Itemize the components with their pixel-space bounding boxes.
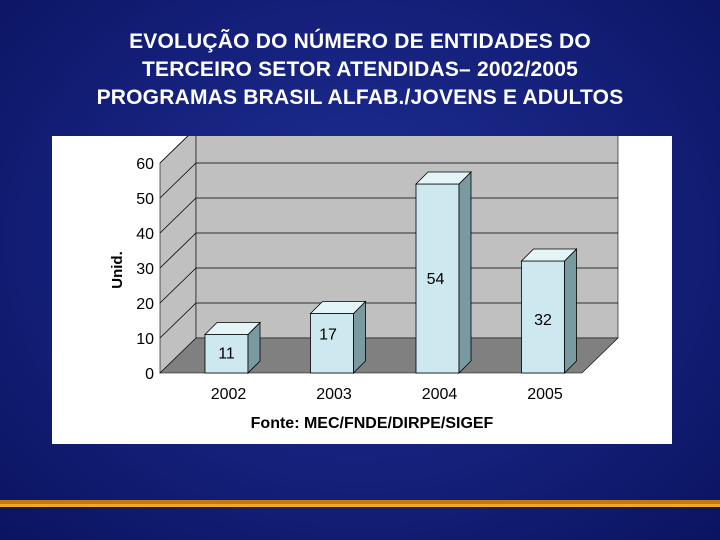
y-tick-label: 40	[136, 226, 154, 243]
y-tick-label: 10	[136, 331, 154, 348]
y-tick-label: 60	[136, 156, 154, 173]
bar	[204, 334, 249, 374]
bar-side	[458, 171, 472, 374]
bar-top	[204, 322, 261, 335]
bar-side	[564, 248, 577, 374]
y-tick-label: 0	[145, 366, 154, 383]
bar-top	[520, 248, 578, 262]
title-line-1: EVOLUÇÃO DO NÚMERO DE ENTIDADES DO	[129, 30, 591, 53]
y-tick-label: 20	[136, 296, 154, 313]
side-wall	[159, 136, 197, 374]
y-axis-label: Unid.	[109, 251, 126, 289]
gridline	[159, 267, 618, 304]
gridline	[159, 136, 189, 164]
x-tick-label: 2003	[316, 386, 352, 403]
source-note: Fonte: MEC/FNDE/DIRPE/SIGEF	[251, 415, 494, 432]
bar-top	[415, 171, 472, 185]
bar-top	[309, 301, 367, 314]
bottom-rule	[0, 504, 720, 507]
y-tick-labels: 0 10 20 30 40 50 60	[136, 156, 154, 383]
bar	[310, 313, 354, 374]
x-tick-labels: 2002 2003 2004 2005	[211, 386, 563, 403]
bottom-rule-shadow	[0, 500, 720, 504]
x-tick-label: 2002	[211, 386, 247, 403]
slide-title: EVOLUÇÃO DO NÚMERO DE ENTIDADES DO TERCE…	[30, 28, 690, 112]
data-label: 32	[534, 312, 552, 329]
data-label: 17	[319, 327, 337, 344]
title-line-2: TERCEIRO SETOR ATENDIDAS– 2002/2005	[141, 58, 579, 81]
title-line-3: PROGRAMAS BRASIL ALFAB./JOVENS E ADULTOS	[96, 86, 624, 109]
data-label: 11	[218, 346, 235, 363]
gridline	[159, 162, 618, 199]
chart-gridlines	[159, 136, 618, 339]
chart-panel: 0 10 20 30 40 50 60 2002 2003 2004 2005 11 17 54 32 …	[52, 136, 672, 444]
bar	[415, 183, 460, 374]
data-labels: 11 17 54 32	[218, 271, 552, 363]
gridline	[159, 302, 618, 339]
chart-bars	[204, 171, 578, 374]
y-tick-label: 30	[136, 261, 154, 278]
gridline	[159, 232, 618, 269]
x-tick-label: 2005	[527, 386, 563, 403]
data-label: 54	[427, 271, 445, 288]
gridline	[159, 197, 618, 234]
x-tick-label: 2004	[422, 386, 458, 403]
y-tick-label: 50	[136, 191, 154, 208]
